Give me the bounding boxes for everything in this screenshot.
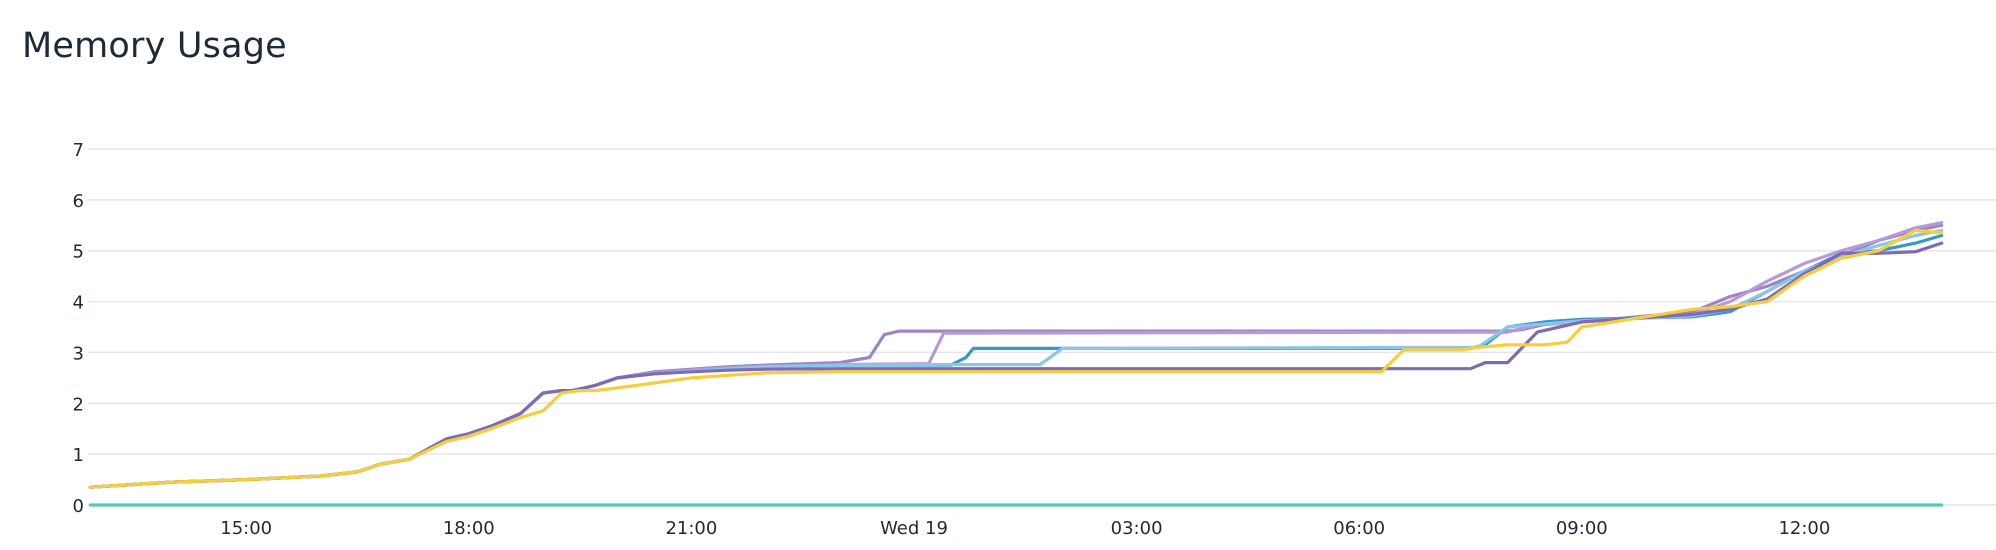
x-tick-label: 21:00 [665, 518, 717, 539]
x-tick-label: Wed 19 [880, 518, 948, 539]
y-tick-label: 0 [73, 496, 84, 517]
x-tick-label: 09:00 [1556, 518, 1608, 539]
series-line-4 [88, 228, 1944, 489]
y-tick-label: 1 [73, 445, 84, 466]
y-tick-label: 4 [73, 293, 84, 314]
y-tick-label: 2 [73, 394, 84, 415]
grid-lines [88, 148, 1996, 506]
y-tick-label: 5 [73, 242, 84, 263]
x-tick-label: 06:00 [1333, 518, 1385, 539]
series-line-1 [88, 223, 1944, 489]
y-tick-label: 3 [73, 343, 84, 364]
x-tick-label: 12:00 [1778, 518, 1830, 539]
y-tick-label: 7 [73, 140, 84, 161]
x-tick-label: 18:00 [443, 518, 495, 539]
panel-title: Memory Usage [22, 26, 287, 66]
series-line-6 [88, 228, 1944, 489]
series-lines [88, 221, 1944, 507]
y-tick-label: 6 [73, 191, 84, 212]
series-line-3 [88, 233, 1944, 489]
series-line-2 [88, 221, 1944, 489]
x-tick-label: 15:00 [220, 518, 272, 539]
y-axis-ticks: 0 1 2 3 4 5 6 7 [73, 140, 84, 517]
x-tick-label: 03:00 [1111, 518, 1163, 539]
x-axis-ticks: 15:00 18:00 21:00 Wed 19 03:00 06:00 09:00 12:0… [220, 518, 1830, 539]
